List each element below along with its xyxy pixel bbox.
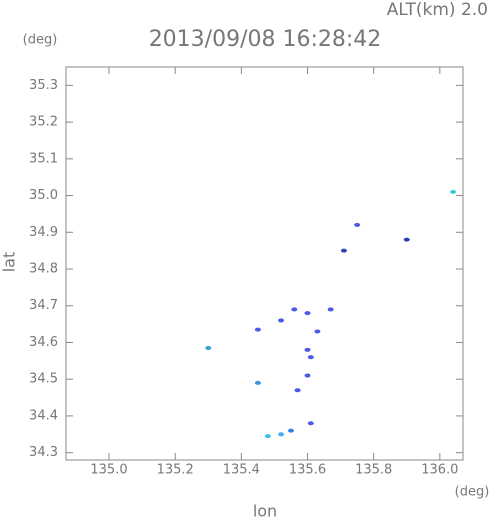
x-tick-label: 135.4: [223, 463, 260, 478]
y-tick-label: 35.0: [29, 188, 58, 203]
echo-point: [450, 189, 457, 194]
echo-point: [340, 248, 347, 253]
y-axis-label: lat: [0, 252, 19, 273]
echo-point: [307, 355, 314, 360]
x-unit: (deg): [455, 485, 490, 500]
echo-point: [278, 318, 285, 323]
y-tick-label: 34.9: [29, 225, 58, 240]
chart-title: 2013/09/08 16:28:42: [149, 27, 382, 52]
y-tick-label: 34.3: [29, 445, 58, 460]
altitude-label: ALT(km) 2.0: [387, 0, 488, 20]
x-tick-label: 136.0: [421, 463, 458, 478]
echo-point: [205, 345, 212, 350]
x-tick-label: 135.2: [157, 463, 194, 478]
echo-point: [291, 307, 298, 312]
echo-point: [314, 329, 321, 334]
echo-point: [254, 380, 261, 385]
echo-point: [278, 432, 285, 437]
echo-point: [307, 421, 314, 426]
echo-point: [403, 237, 410, 242]
y-tick-label: 34.8: [29, 262, 58, 277]
y-tick-label: 35.2: [29, 115, 58, 130]
echo-point: [294, 388, 301, 393]
plot-frame: [65, 66, 464, 461]
y-unit: (deg): [23, 33, 58, 48]
x-tick-label: 135.8: [355, 463, 392, 478]
y-tick-label: 35.1: [29, 151, 58, 166]
x-axis-label: lon: [253, 502, 277, 521]
echo-point: [304, 347, 311, 352]
y-tick-label: 34.6: [29, 335, 58, 350]
echo-point: [304, 311, 311, 316]
echo-point: [264, 434, 271, 439]
x-tick-label: 135.6: [289, 463, 326, 478]
y-tick-label: 35.3: [29, 78, 58, 93]
y-tick-label: 34.7: [29, 298, 58, 313]
echo-point: [354, 222, 361, 227]
echo-point: [254, 327, 261, 332]
x-tick-label: 135.0: [90, 463, 127, 478]
echo-point: [287, 428, 294, 433]
echo-point: [304, 373, 311, 378]
y-tick-label: 34.5: [29, 372, 58, 387]
echo-point: [327, 307, 334, 312]
y-tick-label: 34.4: [29, 408, 58, 423]
